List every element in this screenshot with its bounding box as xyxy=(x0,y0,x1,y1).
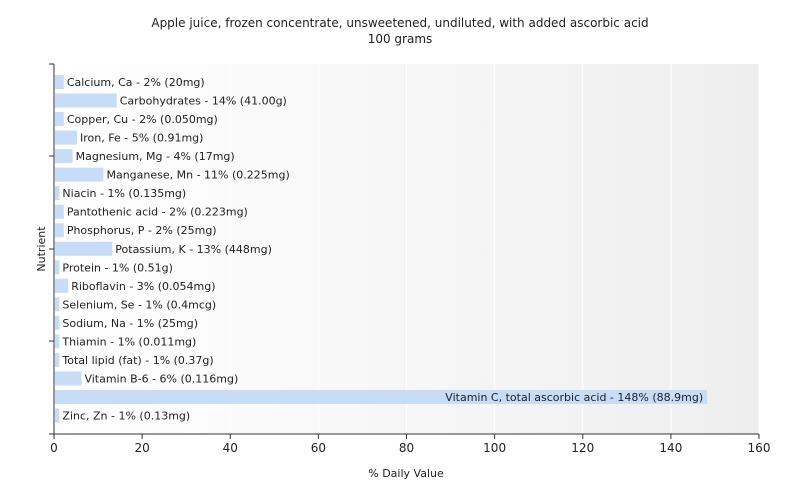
bar-label: Selenium, Se - 1% (0.4mcg) xyxy=(62,298,216,311)
bar-label: Protein - 1% (0.51g) xyxy=(62,261,173,274)
bar-label: Zinc, Zn - 1% (0.13mg) xyxy=(62,410,190,423)
bar xyxy=(55,352,60,367)
bar-label: Iron, Fe - 5% (0.91mg) xyxy=(80,132,203,145)
bar xyxy=(55,241,113,256)
bar xyxy=(55,371,82,386)
x-tick-label: 100 xyxy=(483,441,506,455)
x-tick-label: 160 xyxy=(748,441,771,455)
x-tick-label: 120 xyxy=(571,441,594,455)
bar-label: Carbohydrates - 14% (41.00g) xyxy=(120,95,287,108)
bar-label: Calcium, Ca - 2% (20mg) xyxy=(67,76,205,89)
x-tick-label: 60 xyxy=(311,441,326,455)
bar-label: Magnesium, Mg - 4% (17mg) xyxy=(76,150,235,163)
bar xyxy=(55,278,69,293)
chart-subtitle: 100 grams xyxy=(367,32,433,46)
x-tick-label: 140 xyxy=(659,441,682,455)
bar-label: Total lipid (fat) - 1% (0.37g) xyxy=(61,354,213,367)
bar-label: Vitamin B-6 - 6% (0.116mg) xyxy=(84,372,238,385)
bar-label: Sodium, Na - 1% (25mg) xyxy=(62,317,198,330)
bar xyxy=(55,408,60,423)
bar xyxy=(55,334,60,349)
y-axis-title: Nutrient xyxy=(35,226,48,272)
bar xyxy=(55,93,117,108)
bar-label: Manganese, Mn - 11% (0.225mg) xyxy=(106,169,289,182)
bar-label: Copper, Cu - 2% (0.050mg) xyxy=(67,113,218,126)
bar-label: Pantothenic acid - 2% (0.223mg) xyxy=(67,206,248,219)
bar xyxy=(55,130,78,145)
bar xyxy=(55,204,64,219)
bar-label: Thiamin - 1% (0.011mg) xyxy=(61,335,196,348)
x-axis-title: % Daily Value xyxy=(368,467,444,480)
bar xyxy=(55,186,60,201)
bar-label: Vitamin C, total ascorbic acid - 148% (8… xyxy=(445,391,703,404)
bar xyxy=(55,149,73,164)
x-tick-label: 20 xyxy=(134,441,149,455)
bar xyxy=(55,223,64,238)
bar xyxy=(55,389,708,404)
x-tick-label: 40 xyxy=(223,441,238,455)
chart-title: Apple juice, frozen concentrate, unsweet… xyxy=(151,16,649,30)
bar xyxy=(55,260,60,275)
bar xyxy=(55,167,104,182)
bar xyxy=(55,297,60,312)
bar xyxy=(55,75,64,89)
bar-label: Phosphorus, P - 2% (25mg) xyxy=(67,224,217,237)
bar-label: Niacin - 1% (0.135mg) xyxy=(62,187,186,200)
x-tick-label: 80 xyxy=(399,441,414,455)
bar-label: Riboflavin - 3% (0.054mg) xyxy=(71,280,215,293)
bar xyxy=(55,112,64,127)
bar-label: Potassium, K - 13% (448mg) xyxy=(115,243,272,256)
x-tick-label: 0 xyxy=(50,441,58,455)
bar xyxy=(55,315,60,330)
